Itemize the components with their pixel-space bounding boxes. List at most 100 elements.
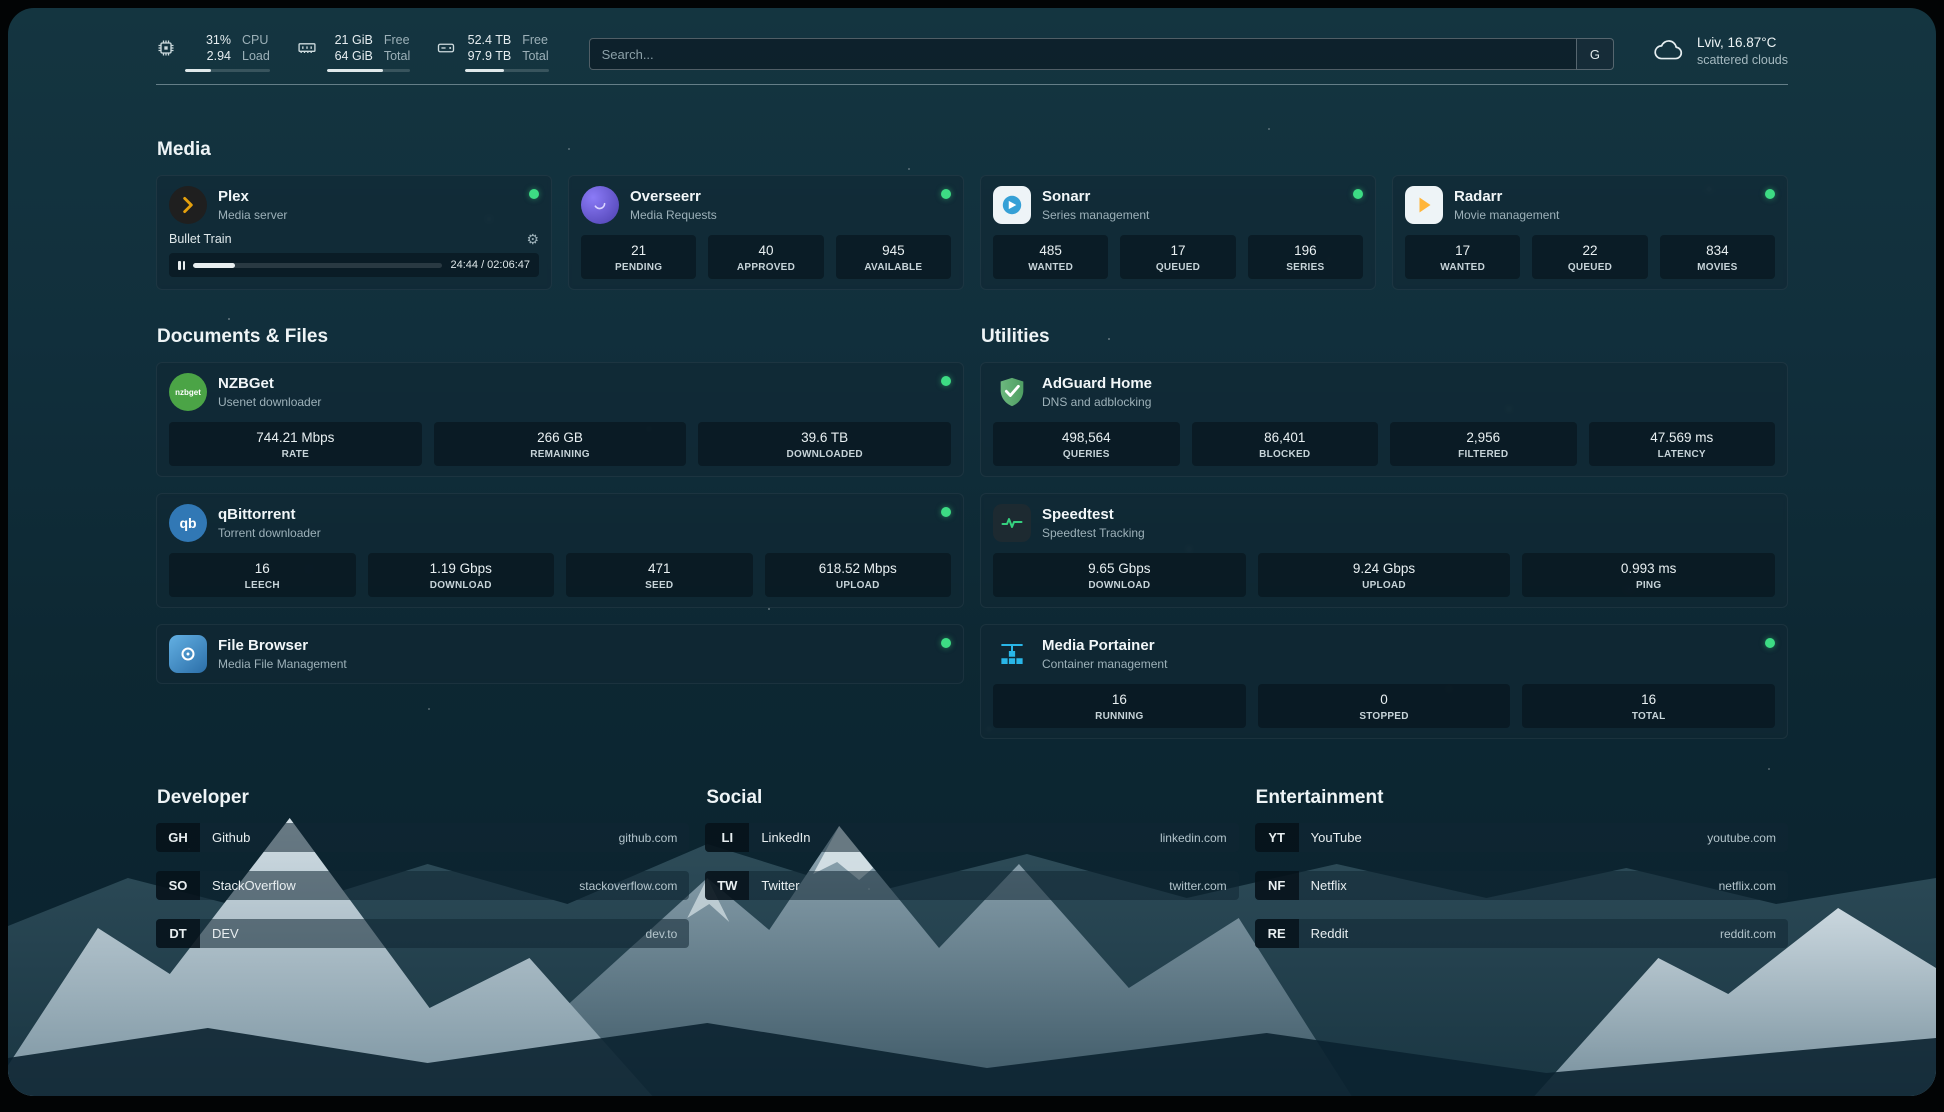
stat-value: 47.569 ms <box>1650 430 1714 445</box>
overseerr-link[interactable]: Overseerr Media Requests <box>581 186 951 224</box>
stat-label: PING <box>1635 580 1662 591</box>
stat-value: 86,401 <box>1264 430 1306 445</box>
bookmark-name: Netflix <box>1310 878 1347 893</box>
overseerr-name: Overseerr <box>630 187 701 205</box>
adguard-card: AdGuard Home DNS and adblocking 498,564 … <box>980 362 1788 477</box>
adguard-desc: DNS and adblocking <box>1042 394 1152 409</box>
stat-value: 266 GB <box>537 430 583 445</box>
weather-widget: Lviv, 16.87°C scattered clouds <box>1652 34 1788 68</box>
plex-link[interactable]: Plex Media server <box>169 186 539 224</box>
sonarr-status-dot <box>1353 189 1363 199</box>
cpu-widget: 31% 2.94 CPU Load <box>156 32 270 72</box>
sonarr-icon <box>993 186 1031 224</box>
bookmark-domain: twitter.com <box>1169 878 1227 893</box>
stat-value: 16 <box>254 561 270 576</box>
bookmark-domain: reddit.com <box>1719 926 1776 941</box>
adguard-shield-icon <box>993 373 1031 411</box>
disk-free-value: 52.4 TB <box>467 33 512 47</box>
stat-value: 9.24 Gbps <box>1352 561 1416 576</box>
portainer-card: Media Portainer Container management 16 … <box>980 624 1788 739</box>
stat-block: 17 QUEUED <box>1120 235 1236 279</box>
stat-value: 485 <box>1039 243 1062 258</box>
nzbget-icon: nzbget <box>169 373 207 411</box>
stat-block: 39.6 TB DOWNLOADED <box>698 422 951 466</box>
stat-label: FILTERED <box>1458 449 1509 460</box>
portainer-link[interactable]: Media Portainer Container management <box>993 635 1775 673</box>
utilities-section-title: Utilities <box>981 326 1050 347</box>
bookmark-domain: netflix.com <box>1718 878 1776 893</box>
sonarr-link[interactable]: Sonarr Series management <box>993 186 1363 224</box>
nzbget-link[interactable]: nzbget NZBGet Usenet downloader <box>169 373 951 411</box>
adguard-link[interactable]: AdGuard Home DNS and adblocking <box>993 373 1775 411</box>
stat-label: LATENCY <box>1657 449 1706 460</box>
bookmark-abbr: DT <box>156 919 200 948</box>
widget-settings-gear-icon[interactable]: ⚙ <box>526 231 539 247</box>
pause-button[interactable] <box>178 260 185 270</box>
filebrowser-link[interactable]: File Browser Media File Management <box>169 635 951 673</box>
disk-total-label: Total <box>522 49 549 63</box>
stat-value: 17 <box>1170 243 1186 258</box>
radarr-link[interactable]: Radarr Movie management <box>1405 186 1775 224</box>
radarr-card: Radarr Movie management 17 WANTED 22 QUE… <box>1392 175 1788 290</box>
stat-label: PENDING <box>615 262 663 273</box>
stat-value: 9.65 Gbps <box>1088 561 1151 576</box>
bookmark-abbr: TW <box>705 871 750 900</box>
stat-value: 1.19 Gbps <box>429 561 492 576</box>
now-playing-title: Bullet Train <box>169 232 232 246</box>
stat-label: QUEUED <box>1567 262 1613 273</box>
qbittorrent-name: qBittorrent <box>218 505 296 523</box>
bookmark-name: Github <box>212 830 251 845</box>
stat-value: 16 <box>1111 692 1127 707</box>
bookmark-abbr: RE <box>1254 919 1299 948</box>
dashboard-content: 31% 2.94 CPU Load <box>156 8 1788 948</box>
bookmark-stackoverflow[interactable]: SO StackOverflow stackoverflow.com <box>156 871 690 900</box>
search-provider-button[interactable]: G <box>1575 38 1614 70</box>
search-input[interactable] <box>588 38 1576 70</box>
stat-block: 945 AVAILABLE <box>835 235 951 279</box>
memory-widget-body: 21 GiB 64 GiB Free Total <box>326 32 411 72</box>
memory-free-value: 21 GiB <box>334 33 373 47</box>
qbittorrent-icon: qb <box>169 504 207 542</box>
bookmark-netflix[interactable]: NF Netflix netflix.com <box>1254 871 1788 900</box>
disk-widget: 52.4 TB 97.9 TB Free Total <box>436 32 549 72</box>
dashboard-screen: 31% 2.94 CPU Load <box>8 8 1936 1096</box>
search-bar: G <box>588 38 1614 70</box>
bookmark-name: YouTube <box>1310 830 1362 845</box>
bookmark-abbr: LI <box>705 823 750 852</box>
bookmark-reddit[interactable]: RE Reddit reddit.com <box>1254 919 1788 948</box>
stat-block: 22 QUEUED <box>1532 235 1648 279</box>
stat-block: 17 WANTED <box>1405 235 1521 279</box>
nzbget-desc: Usenet downloader <box>218 394 322 409</box>
bookmark-linkedin[interactable]: LI LinkedIn linkedin.com <box>705 823 1239 852</box>
stat-block: 21 PENDING <box>581 235 697 279</box>
stat-label: BLOCKED <box>1259 449 1311 460</box>
speedtest-pulse-icon <box>993 504 1031 542</box>
stat-block: 40 APPROVED <box>708 235 824 279</box>
stat-label: DOWNLOADED <box>786 449 863 460</box>
stat-label: AVAILABLE <box>864 262 923 273</box>
qbittorrent-link[interactable]: qb qBittorrent Torrent downloader <box>169 504 951 542</box>
memory-total-value: 64 GiB <box>334 49 373 63</box>
bookmark-name: Twitter <box>761 878 800 893</box>
stat-block: 16 RUNNING <box>993 684 1246 728</box>
stat-label: UPLOAD <box>1362 580 1406 591</box>
stat-block: 744.21 Mbps RATE <box>169 422 422 466</box>
bookmark-twitter[interactable]: TW Twitter twitter.com <box>705 871 1239 900</box>
bookmark-dev[interactable]: DT DEV dev.to <box>156 919 690 948</box>
bookmark-github[interactable]: GH Github github.com <box>156 823 690 852</box>
stat-value: 2,956 <box>1466 430 1501 445</box>
bookmark-name: DEV <box>212 926 239 941</box>
speedtest-link[interactable]: Speedtest Speedtest Tracking <box>993 504 1775 542</box>
stat-label: SERIES <box>1286 262 1325 273</box>
section-entertainment: Entertainment YT YouTube youtube.com NF … <box>1254 787 1788 948</box>
memory-free-label: Free <box>383 33 410 47</box>
speedtest-name: Speedtest <box>1042 505 1114 523</box>
stat-value: 945 <box>882 243 905 258</box>
documents-section-title: Documents & Files <box>157 326 329 347</box>
stat-label: RATE <box>281 449 310 460</box>
section-utilities: Utilities <box>980 326 1788 739</box>
stat-label: QUEUED <box>1155 262 1201 273</box>
qbittorrent-status-dot <box>941 507 951 517</box>
stat-block: 47.569 ms LATENCY <box>1588 422 1775 466</box>
bookmark-youtube[interactable]: YT YouTube youtube.com <box>1254 823 1788 852</box>
